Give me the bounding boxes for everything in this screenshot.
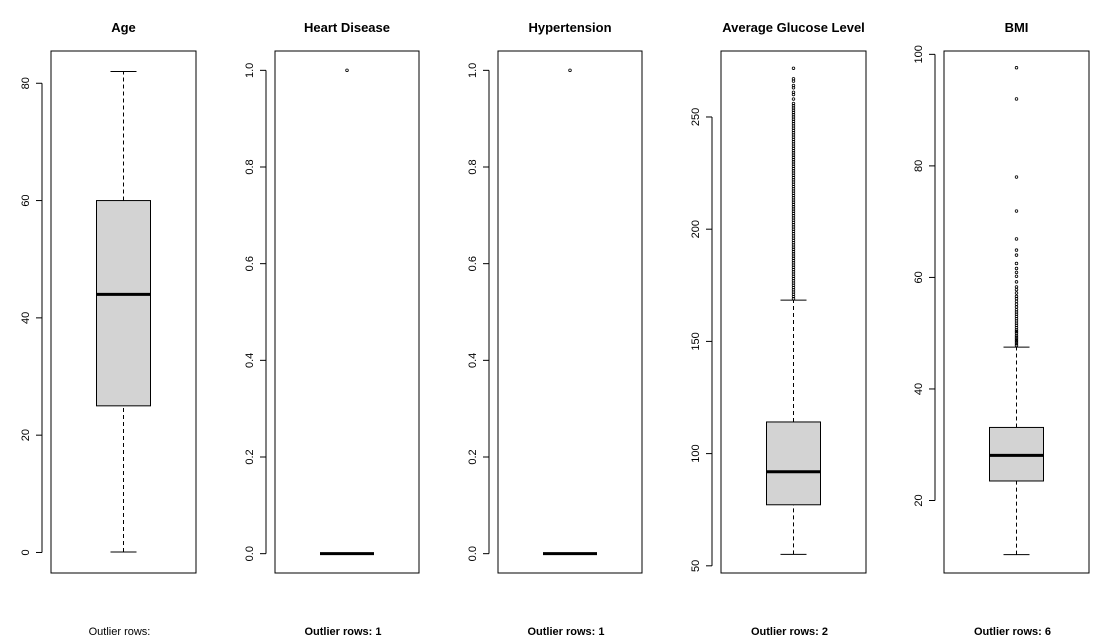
panel-5-outlier-point bbox=[1014, 274, 1019, 279]
panel-3-y-tick-label: 0.6 bbox=[467, 256, 479, 271]
panel-5-y-tick-label: 20 bbox=[913, 494, 925, 506]
panel-4-outlier-point bbox=[791, 83, 796, 88]
panel-3-title: Hypertension bbox=[528, 20, 611, 35]
panel-5-outlier-point bbox=[1014, 299, 1019, 304]
panel-2-y-tick-label: 0.0 bbox=[244, 546, 256, 561]
panel-2-footnote: Outlier rows: 1 bbox=[304, 626, 381, 638]
panel-4-footnote: Outlier rows: 2 bbox=[751, 626, 828, 638]
panel-5-outlier-point bbox=[1014, 329, 1019, 334]
panel-4-outlier-point bbox=[791, 97, 796, 101]
panel-5-title: BMI bbox=[1005, 20, 1029, 35]
panel-4-y-tick-label: 200 bbox=[690, 220, 702, 238]
panel-5-outlier-point bbox=[1014, 266, 1019, 271]
panel-1-title: Age bbox=[111, 20, 136, 35]
panel-5-outlier-point bbox=[1014, 302, 1019, 306]
panel-5-outlier-point bbox=[1014, 270, 1019, 275]
panel-4-y-tick-label: 250 bbox=[690, 108, 702, 126]
panel-1-footnote: Outlier rows: bbox=[89, 626, 151, 638]
panel-5-outlier-point bbox=[1014, 97, 1019, 101]
panel-1-y-tick-label: 60 bbox=[20, 194, 32, 206]
panel-5-outlier-point bbox=[1014, 285, 1019, 289]
panel-4-title: Average Glucose Level bbox=[722, 20, 865, 35]
panel-3-y-tick-label: 0.2 bbox=[467, 449, 479, 464]
panel-5-outlier-point bbox=[1014, 294, 1019, 299]
panel-5-outlier-point bbox=[1014, 248, 1019, 252]
panel-5-y-tick-label: 80 bbox=[913, 160, 925, 172]
panel-3-y-tick-label: 0.4 bbox=[467, 353, 479, 368]
panel-5-outlier-point bbox=[1014, 287, 1019, 292]
panel-4-plot-frame bbox=[720, 50, 867, 574]
panel-4-outlier-point bbox=[791, 77, 796, 81]
panel-4-outlier-point bbox=[791, 66, 796, 70]
panel-5-outlier-point bbox=[1014, 291, 1019, 295]
panel-5-outlier-point bbox=[1014, 253, 1019, 257]
panel-5-outlier-point bbox=[1014, 209, 1019, 213]
panel-3-y-tick-label: 1.0 bbox=[467, 63, 479, 78]
panel-5-outlier-point bbox=[1014, 175, 1019, 179]
panel-4-y-tick-label: 50 bbox=[690, 560, 702, 572]
panel-5-y-tick-label: 40 bbox=[913, 383, 925, 395]
panel-5-outlier-point bbox=[1014, 337, 1019, 341]
panel-5-outlier-point bbox=[1014, 340, 1019, 344]
panel-2-y-tick-label: 0.4 bbox=[244, 353, 256, 368]
panel-2-y-tick-label: 0.2 bbox=[244, 449, 256, 464]
panel-1-box bbox=[96, 200, 151, 407]
panel-5-y-tick-label: 60 bbox=[913, 271, 925, 283]
panel-4-box bbox=[766, 421, 821, 506]
panel-5-outlier-point bbox=[1014, 305, 1019, 309]
panel-5-plot-frame bbox=[943, 50, 1090, 574]
panel-5-outlier-point bbox=[1014, 343, 1019, 348]
panel-3-y-tick-label: 0.0 bbox=[467, 546, 479, 561]
panel-1-y-tick-label: 40 bbox=[20, 312, 32, 324]
panel-2-y-tick-label: 0.8 bbox=[244, 159, 256, 174]
panel-5-outlier-point bbox=[1014, 335, 1019, 339]
panel-5-y-tick-label: 100 bbox=[913, 45, 925, 63]
panel-2-plot-frame bbox=[274, 50, 420, 574]
panel-2-title: Heart Disease bbox=[304, 20, 390, 35]
panel-1-plot-frame bbox=[50, 50, 197, 574]
panel-1-y-tick-label: 20 bbox=[20, 429, 32, 441]
panel-4-outlier-point bbox=[791, 90, 796, 94]
panel-5-outlier-point bbox=[1014, 66, 1019, 70]
panel-5-outlier-point bbox=[1014, 237, 1019, 241]
panel-3-y-tick-label: 0.8 bbox=[467, 159, 479, 174]
panel-4-y-tick-label: 150 bbox=[690, 332, 702, 350]
panel-2-outlier-point bbox=[345, 68, 349, 73]
panel-5-outlier-point bbox=[1014, 280, 1019, 284]
panel-3-footnote: Outlier rows: 1 bbox=[527, 626, 604, 638]
panel-1-y-tick-label: 80 bbox=[20, 77, 32, 89]
panel-3-outlier-point bbox=[568, 68, 572, 73]
panel-2-y-tick-label: 0.6 bbox=[244, 256, 256, 271]
panel-1-y-tick-label: 0 bbox=[20, 549, 32, 555]
panel-5-outlier-point bbox=[1014, 331, 1019, 335]
panel-3-plot-frame bbox=[497, 50, 643, 574]
panel-5-outlier-point bbox=[1014, 261, 1019, 266]
panel-4-outlier-point bbox=[791, 101, 796, 106]
panel-5-outlier-point bbox=[1014, 338, 1019, 343]
panel-4-y-tick-label: 100 bbox=[690, 444, 702, 462]
panel-5-outlier-point bbox=[1014, 342, 1019, 346]
panel-2-y-tick-label: 1.0 bbox=[244, 63, 256, 78]
panel-5-footnote: Outlier rows: 6 bbox=[974, 626, 1051, 638]
panel-5-outlier-point bbox=[1014, 308, 1019, 312]
